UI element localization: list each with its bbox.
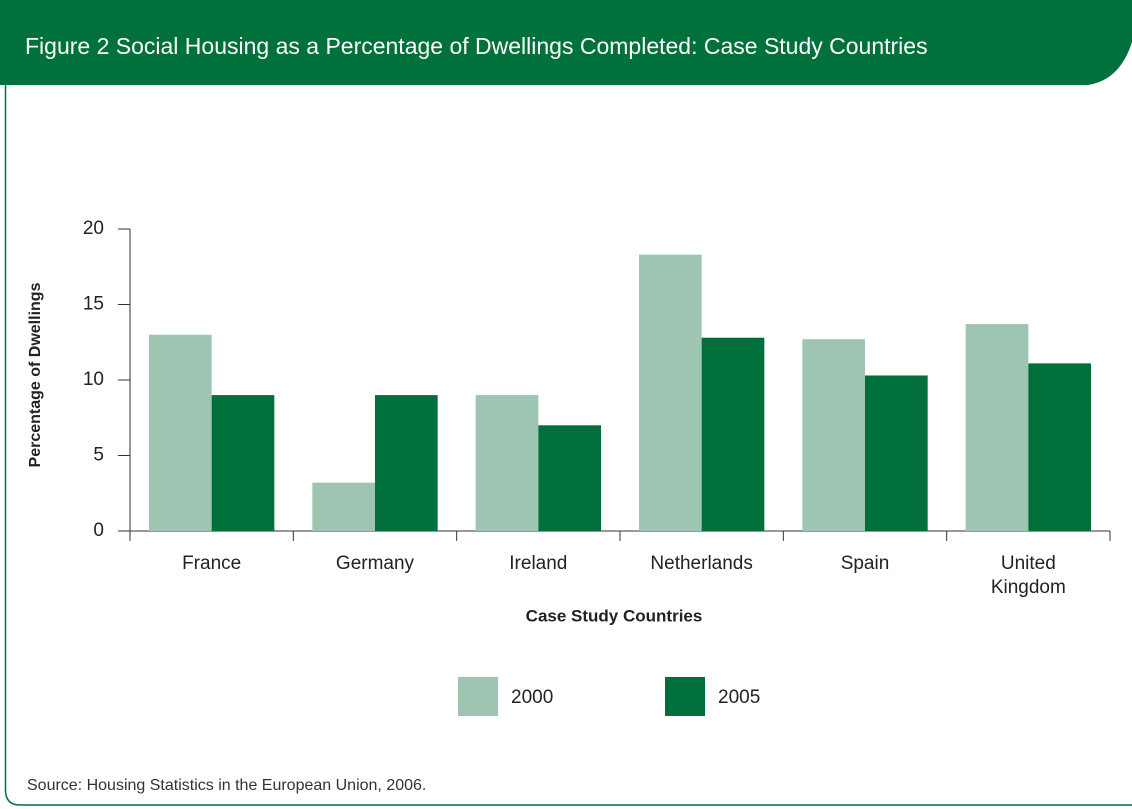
x-tick-label: United Kingdom <box>990 553 1066 598</box>
y-axis-title: Percentage of Dwellings <box>27 282 44 467</box>
y-tick-label: 0 <box>93 520 104 541</box>
bar <box>475 395 539 531</box>
bar <box>965 324 1029 531</box>
y-tick-label: 5 <box>93 445 104 466</box>
x-tick-label: Spain <box>840 553 890 574</box>
legend-swatch <box>665 677 705 716</box>
bar <box>802 339 865 531</box>
bar <box>701 337 765 531</box>
x-tick-label: France <box>182 553 242 574</box>
bar <box>865 375 928 531</box>
bar <box>149 334 212 531</box>
bar <box>375 395 438 531</box>
bar <box>1028 363 1091 531</box>
x-axis-title: Case Study Countries <box>526 606 703 625</box>
frame <box>4 85 1132 806</box>
x-tick-label: Netherlands <box>650 553 753 574</box>
bar <box>211 395 275 531</box>
source-note: Source: Housing Statistics in the Europe… <box>27 777 426 794</box>
legend-label: 2000 <box>511 687 553 708</box>
legend-swatch <box>458 677 498 716</box>
bar <box>639 254 702 532</box>
x-tick-label: Germany <box>335 553 415 574</box>
y-tick-label: 15 <box>83 294 104 315</box>
legend-label: 2005 <box>718 687 760 708</box>
y-tick-label: 10 <box>83 369 104 390</box>
x-tick-label: Ireland <box>509 553 568 574</box>
header-band <box>0 0 1132 85</box>
bar <box>312 482 375 531</box>
y-tick-label: 20 <box>83 218 104 239</box>
chart-title: Figure 2 Social Housing as a Percentage … <box>25 33 928 59</box>
bar <box>538 425 601 531</box>
